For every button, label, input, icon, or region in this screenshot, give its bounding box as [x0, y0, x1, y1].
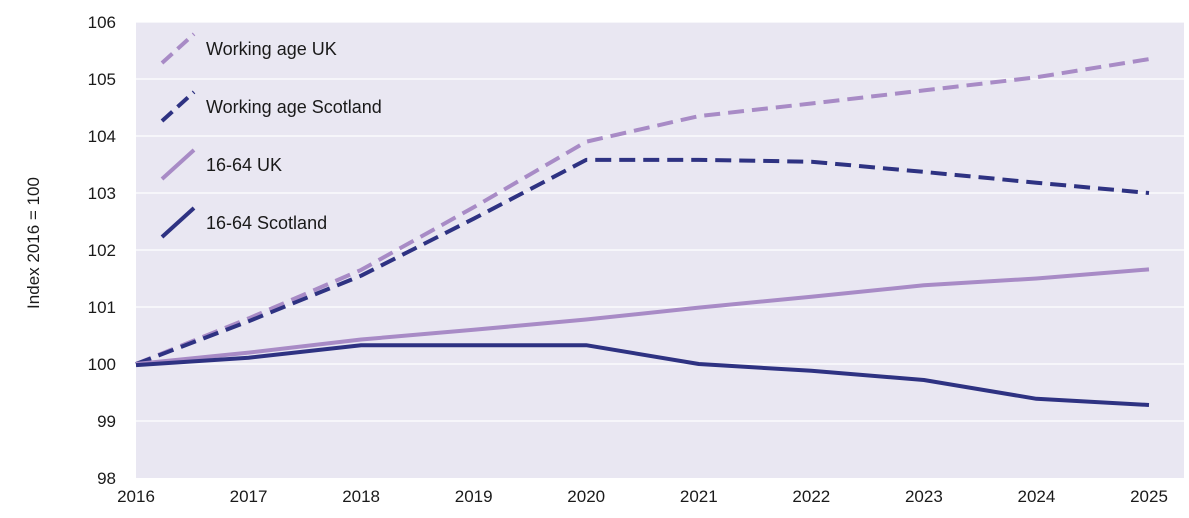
y-axis-title: Index 2016 = 100	[24, 177, 43, 309]
series-line-16-64-uk	[135, 267, 1150, 366]
y-tick-label: 99	[97, 412, 116, 431]
grid-lines	[136, 21, 1184, 422]
x-tick-label: 2023	[905, 487, 943, 506]
y-tick-label: 102	[88, 241, 116, 260]
x-tick-label: 2025	[1130, 487, 1168, 506]
x-tick-label: 2020	[567, 487, 605, 506]
y-tick-label: 101	[88, 298, 116, 317]
x-tick-label: 2018	[342, 487, 380, 506]
x-tick-label: 2016	[117, 487, 155, 506]
series-lines	[135, 57, 1150, 407]
legend-label-working-age-uk: Working age UK	[206, 39, 337, 59]
y-tick-label: 98	[97, 469, 116, 488]
x-tick-label: 2022	[792, 487, 830, 506]
y-tick-label: 105	[88, 70, 116, 89]
y-tick-label: 106	[88, 13, 116, 32]
y-tick-label: 104	[88, 127, 116, 146]
legend-swatch-working-age-scotland	[160, 90, 196, 123]
series-line-working-age-uk	[135, 57, 1150, 366]
y-tick-label: 103	[88, 184, 116, 203]
series-line-working-age-scotland	[135, 157, 1150, 366]
y-axis-ticks: 98 99 100 101 102 103 104 105 106	[88, 13, 116, 488]
x-axis-ticks: 2016 2017 2018 2019 2020 2021 2022 2023 2024 2025	[117, 487, 1168, 506]
legend-label-working-age-scotland: Working age Scotland	[206, 97, 382, 117]
legend-swatch-working-age-uk	[160, 32, 196, 65]
legend-swatch-16-64-scotland	[160, 206, 196, 239]
x-tick-label: 2024	[1018, 487, 1056, 506]
legend-label-16-64-scotland: 16-64 Scotland	[206, 213, 327, 233]
y-tick-label: 100	[88, 355, 116, 374]
x-tick-label: 2019	[455, 487, 493, 506]
legend: Working age UK Working age Scotland 16-64 …	[160, 32, 382, 239]
x-tick-label: 2021	[680, 487, 718, 506]
legend-swatch-16-64-uk	[160, 148, 196, 181]
x-tick-label: 2017	[230, 487, 268, 506]
legend-label-16-64-uk: 16-64 UK	[206, 155, 282, 175]
series-line-16-64-scotland	[135, 343, 1150, 407]
